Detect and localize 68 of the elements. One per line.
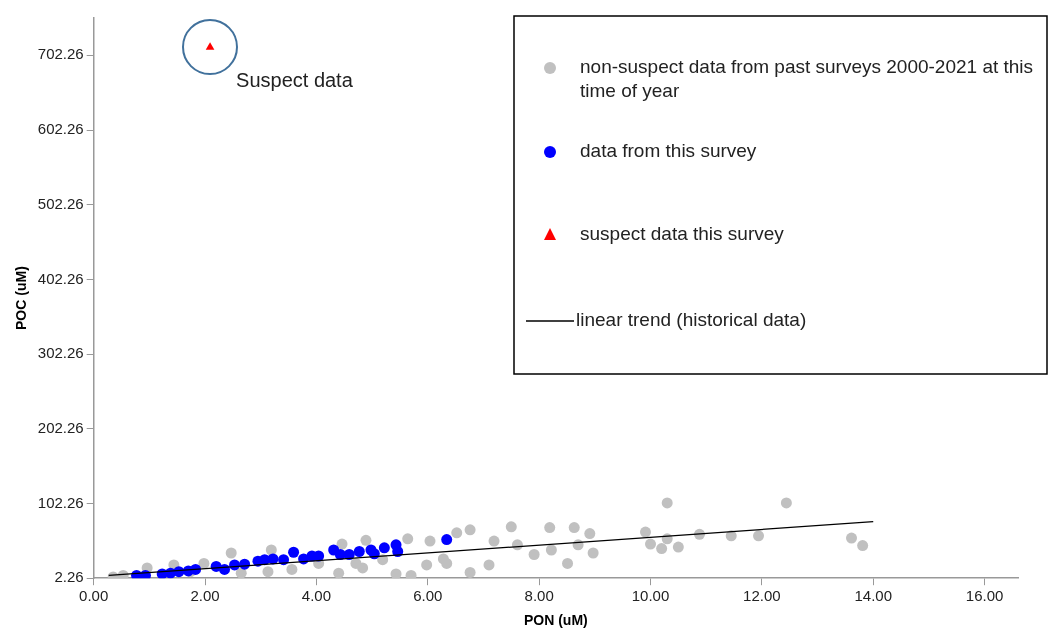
point — [235, 567, 247, 579]
point — [286, 563, 298, 575]
legend-label: data from this survey — [580, 140, 757, 162]
point — [584, 528, 596, 540]
point — [544, 522, 556, 534]
point — [350, 557, 362, 569]
point — [464, 524, 476, 536]
point — [780, 497, 792, 509]
point — [464, 566, 476, 578]
point — [333, 567, 345, 579]
x-axis-title: PON (uM) — [523, 612, 588, 629]
point — [441, 534, 453, 546]
point — [661, 497, 673, 509]
y-axis-title: POC (uM) — [13, 266, 30, 330]
y-tick-label: 302.26 — [37, 344, 84, 362]
point — [421, 559, 433, 571]
point — [451, 527, 463, 539]
point — [390, 568, 402, 579]
point — [639, 526, 651, 538]
point — [488, 535, 500, 547]
legend-label: non-suspect data from past surveys 2000-2021 at this time of year — [580, 56, 1034, 102]
point — [483, 559, 495, 571]
point — [378, 542, 390, 554]
x-tick-label: 10.00 — [631, 587, 670, 605]
point — [568, 522, 580, 534]
annotation: Suspect data — [236, 68, 354, 91]
point — [857, 540, 869, 552]
point — [402, 533, 414, 545]
y-tick-label: 402.26 — [37, 269, 84, 287]
point — [288, 546, 300, 558]
point — [198, 557, 210, 569]
y-tick-label: 202.26 — [37, 418, 84, 436]
point — [753, 530, 765, 542]
point — [562, 557, 574, 569]
point — [846, 532, 858, 544]
point — [205, 42, 215, 50]
x-tick-label: 12.00 — [743, 587, 781, 605]
x-tick-label: 16.00 — [965, 587, 1004, 605]
y-tick-label: 702.26 — [37, 45, 84, 63]
y-tick-label: 102.26 — [37, 493, 84, 511]
x-tick-label: 6.00 — [413, 587, 443, 605]
point — [587, 547, 599, 559]
x-tick-label: 8.00 — [524, 587, 554, 605]
point — [437, 553, 449, 565]
point — [265, 544, 277, 556]
point — [505, 521, 517, 533]
point — [343, 548, 355, 560]
point — [405, 569, 417, 579]
point — [528, 548, 540, 560]
x-tick-label: 0.00 — [79, 587, 109, 605]
point — [336, 538, 348, 550]
point — [353, 546, 365, 558]
point — [225, 547, 237, 559]
y-tick-label: 2.26 — [54, 568, 84, 586]
point — [656, 543, 668, 555]
point — [262, 566, 274, 578]
x-tick-label: 2.00 — [190, 587, 220, 605]
x-tick-label: 14.00 — [854, 587, 892, 605]
point — [645, 538, 656, 550]
point — [424, 535, 436, 547]
y-tick-label: 602.26 — [37, 120, 84, 138]
x-tick-label: 4.00 — [301, 587, 332, 605]
legend-label: suspect data this survey — [580, 223, 785, 245]
legend-label: linear trend (historical data) — [576, 309, 807, 331]
point — [672, 541, 684, 553]
point — [360, 534, 372, 546]
y-tick-label: 502.26 — [37, 194, 84, 212]
point — [545, 544, 557, 556]
